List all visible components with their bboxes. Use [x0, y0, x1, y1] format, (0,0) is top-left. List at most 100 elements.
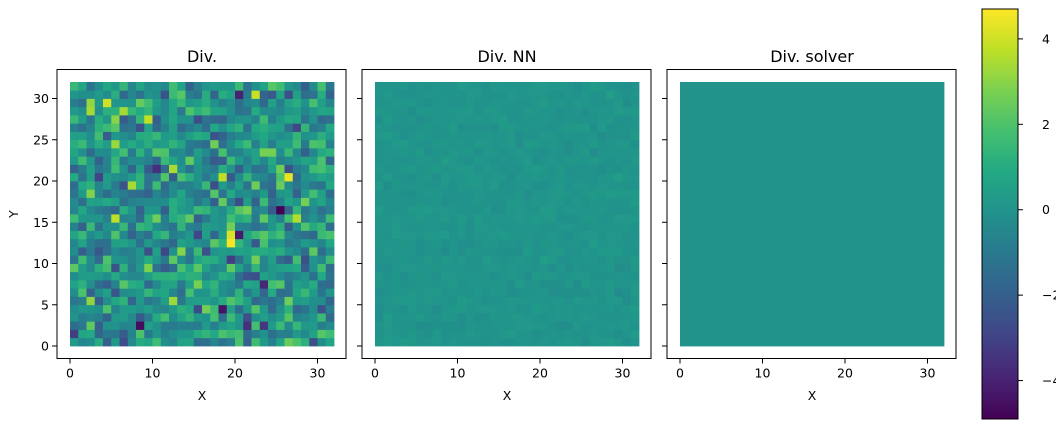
heatmap-cell	[243, 172, 252, 182]
heatmap-cell	[573, 230, 582, 240]
heatmap-cell	[737, 288, 747, 297]
heatmap-cell	[408, 98, 417, 108]
heatmap-cell	[284, 197, 294, 207]
heatmap-cell	[911, 98, 920, 108]
heatmap-cell	[540, 197, 549, 207]
heatmap-cell	[770, 172, 780, 182]
heatmap-cell	[779, 205, 788, 215]
heatmap-cell	[581, 156, 590, 165]
heatmap-cell	[828, 189, 838, 198]
heatmap-cell	[737, 131, 747, 141]
heatmap-cell	[317, 139, 327, 149]
y-ticks-div-nn	[357, 98, 362, 347]
heatmap-cell	[498, 98, 508, 108]
heatmap-cell	[169, 115, 178, 124]
heatmap-cell	[218, 181, 228, 190]
heatmap-cell	[878, 313, 887, 322]
heatmap-cell	[78, 313, 87, 322]
heatmap-cell	[581, 288, 590, 297]
heatmap-cell	[86, 156, 96, 165]
heatmap-cell	[94, 255, 104, 264]
heatmap-cell	[474, 296, 483, 306]
heatmap-cell	[507, 82, 516, 91]
heatmap-cell	[688, 247, 697, 256]
heatmap-cell	[457, 337, 467, 347]
heatmap-cell	[284, 189, 294, 198]
heatmap-cell	[251, 197, 261, 207]
heatmap-cell	[556, 214, 566, 223]
heatmap-cell	[828, 205, 838, 215]
heatmap-cell	[507, 329, 516, 339]
heatmap-cell	[474, 106, 483, 116]
heatmap-cell	[259, 156, 269, 165]
heatmap-cell	[886, 82, 895, 91]
heatmap-cell	[416, 329, 425, 339]
heatmap-cell	[828, 321, 838, 330]
heatmap-cell	[911, 321, 920, 330]
heatmap-cell	[540, 255, 549, 264]
heatmap-cell	[457, 247, 467, 256]
heatmap-cell	[704, 90, 714, 99]
heatmap-cell	[144, 123, 153, 132]
heatmap-cell	[391, 214, 401, 223]
heatmap-cell	[243, 304, 252, 314]
heatmap-cell	[226, 148, 236, 157]
heatmap-cell	[688, 329, 697, 339]
panel-title-div-nn: Div. NN	[477, 47, 536, 66]
heatmap-cell	[688, 123, 697, 132]
heatmap-cell	[268, 263, 277, 273]
heatmap-cell	[78, 106, 87, 116]
heatmap-cell	[424, 321, 434, 330]
heatmap-cell	[812, 313, 821, 322]
heatmap-cell	[919, 189, 928, 198]
heatmap-cell	[309, 172, 318, 182]
heatmap-cell	[523, 255, 533, 264]
heatmap-cell	[235, 139, 244, 149]
heatmap-cell	[424, 271, 434, 281]
heatmap-cell	[317, 181, 327, 190]
heatmap-cell	[243, 148, 252, 157]
heatmap-cell	[243, 98, 252, 108]
heatmap-cell	[193, 156, 203, 165]
heatmap-cell	[861, 255, 871, 264]
heatmap-cell	[935, 139, 945, 149]
heatmap-cell	[746, 139, 755, 149]
heatmap-cell	[853, 123, 862, 132]
heatmap-cell	[564, 98, 574, 108]
heatmap-cell	[127, 337, 137, 347]
heatmap-cell	[399, 131, 409, 141]
heatmap-cell	[630, 296, 640, 306]
heatmap-cell	[630, 329, 640, 339]
heatmap-cell	[737, 148, 747, 157]
heatmap-cell	[770, 156, 780, 165]
heatmap-cell	[408, 148, 417, 157]
heatmap-cell	[696, 156, 706, 165]
heatmap-cell	[292, 337, 302, 347]
heatmap-cell	[416, 189, 425, 198]
heatmap-cell	[399, 263, 409, 273]
heatmap-cell	[441, 238, 450, 248]
heatmap-cell	[482, 106, 491, 116]
heatmap-cell	[243, 321, 252, 330]
heatmap-cell	[589, 222, 599, 231]
heatmap-cell	[202, 288, 211, 297]
heatmap-cell	[449, 247, 458, 256]
heatmap-cell	[202, 172, 211, 182]
heatmap-cell	[251, 139, 261, 149]
heatmap-cell	[548, 139, 557, 149]
heatmap-cell	[457, 296, 467, 306]
heatmap-cell	[737, 90, 747, 99]
heatmap-cell	[795, 82, 805, 91]
heatmap-cell	[144, 263, 153, 273]
heatmap-cell	[812, 329, 821, 339]
heatmap-cell	[911, 164, 920, 174]
heatmap-cell	[202, 98, 211, 108]
heatmap-cell	[457, 98, 467, 108]
heatmap-cell	[301, 263, 310, 273]
heatmap-cell	[721, 131, 730, 141]
heatmap-cell	[729, 238, 739, 248]
heatmap-cell	[292, 82, 302, 91]
heatmap-cell	[276, 156, 285, 165]
heatmap-cell	[622, 263, 632, 273]
heatmap-cell	[680, 82, 689, 91]
